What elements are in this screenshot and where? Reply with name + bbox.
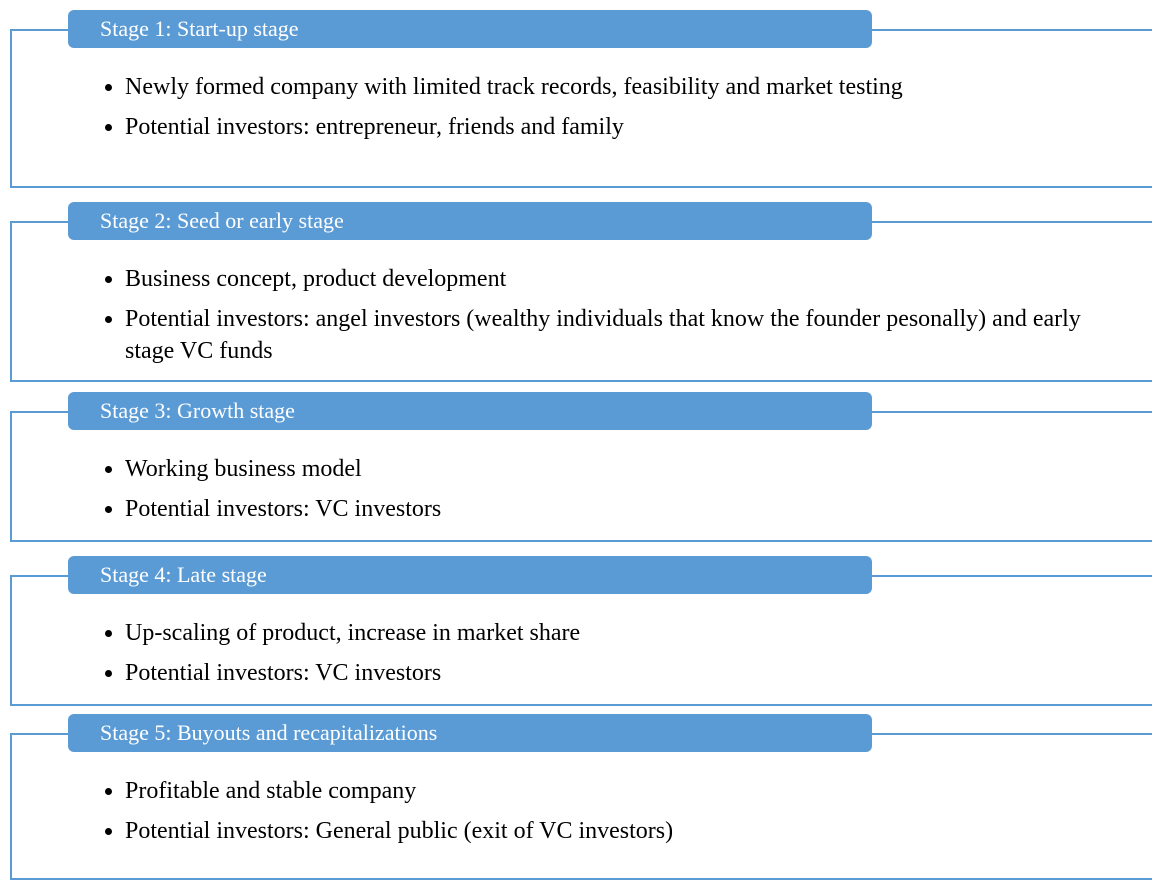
bullet-list: Newly formed company with limited track …: [100, 71, 1115, 151]
stage-header: Stage 4: Late stage: [68, 556, 872, 594]
bullet-list: Business concept, product development Pot…: [100, 263, 1115, 375]
stage-header: Stage 1: Start-up stage: [68, 10, 872, 48]
bullet-item: Potential investors: angel investors (we…: [125, 303, 1115, 367]
bullet-item: Newly formed company with limited track …: [125, 71, 1115, 103]
bullet-item: Up-scaling of product, increase in marke…: [125, 617, 1115, 649]
stage-header: Stage 2: Seed or early stage: [68, 202, 872, 240]
page: (() => { const data = JSON.parse(documen…: [0, 0, 1152, 858]
bullet-list: Up-scaling of product, increase in marke…: [100, 617, 1115, 697]
bullet-item: Business concept, product development: [125, 263, 1115, 295]
bullet-list: Working business model Potential investor…: [100, 453, 1115, 533]
bullet-list: Profitable and stable company Potential i…: [100, 775, 1115, 855]
bullet-item: Potential investors: General public (exi…: [125, 815, 1115, 847]
bullet-item: Potential investors: entrepreneur, frien…: [125, 111, 1115, 143]
stage-header: Stage 5: Buyouts and recapitalizations: [68, 714, 872, 752]
bullet-item: Working business model: [125, 453, 1115, 485]
bullet-item: Potential investors: VC investors: [125, 493, 1115, 525]
stage-header: Stage 3: Growth stage: [68, 392, 872, 430]
bullet-item: Profitable and stable company: [125, 775, 1115, 807]
bullet-item: Potential investors: VC investors: [125, 657, 1115, 689]
